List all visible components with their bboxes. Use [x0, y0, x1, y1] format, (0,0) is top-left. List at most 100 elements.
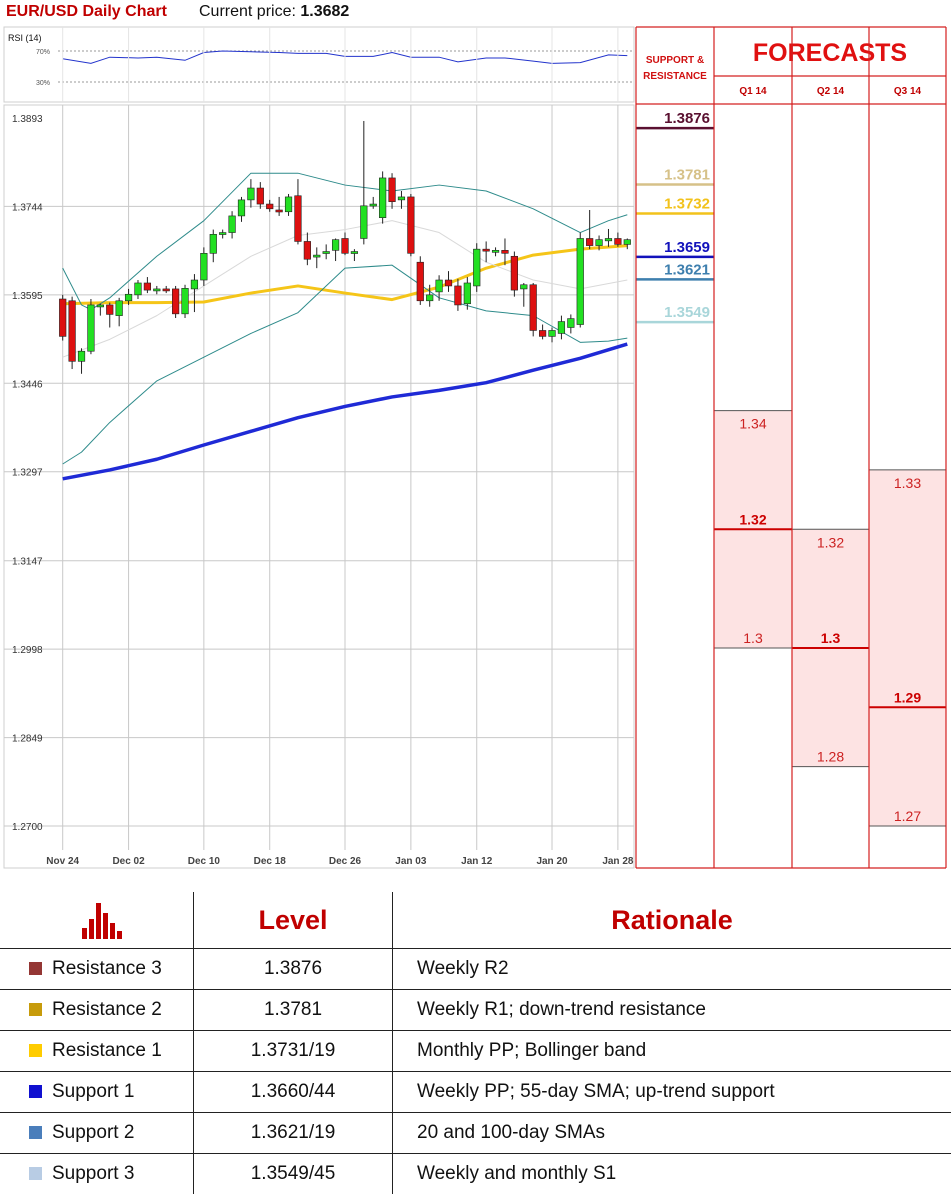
candle-body — [257, 188, 264, 204]
sr-level-label: 1.3781 — [664, 166, 710, 183]
candle-body — [182, 288, 189, 314]
level-color-swatch — [29, 962, 42, 975]
candle-body — [229, 216, 236, 233]
x-tick-label: Jan 12 — [461, 856, 493, 867]
level-color-swatch — [29, 1126, 42, 1139]
candle-body — [332, 240, 339, 251]
candle-body — [549, 330, 556, 336]
candle-body — [106, 305, 113, 314]
forecast-mid-label: 1.29 — [894, 689, 921, 705]
candle — [379, 171, 386, 223]
levels-table: Level Rationale Resistance 3 1.3876 Weekly… — [0, 892, 951, 1194]
candle — [473, 243, 480, 292]
candle-body — [144, 283, 151, 290]
candle-body — [201, 253, 208, 280]
candle-body — [539, 330, 546, 336]
forecast-low-label: 1.3 — [743, 630, 763, 646]
candle — [172, 286, 179, 318]
y-tick-label: 1.2849 — [12, 734, 43, 745]
x-tick-label: Dec 02 — [112, 856, 145, 867]
forecast-low-label: 1.28 — [817, 749, 844, 765]
price-panel-frame — [4, 105, 634, 868]
x-tick-label: Jan 03 — [395, 856, 427, 867]
forecast-col-label: Q2 14 — [817, 86, 845, 97]
candle-body — [379, 178, 386, 218]
candle-body — [172, 289, 179, 314]
rsi-label: RSI (14) — [8, 33, 42, 43]
candle-body — [520, 285, 527, 289]
level-color-swatch — [29, 1167, 42, 1180]
level-rationale: 20 and 100-day SMAs — [393, 1113, 951, 1154]
candle — [577, 233, 584, 328]
level-value: 1.3876 — [194, 949, 393, 990]
candle-body — [408, 197, 415, 253]
candle — [69, 297, 76, 369]
level-name-cell: Support 3 — [0, 1154, 194, 1194]
level-name: Support 2 — [52, 1122, 134, 1143]
candle-body — [455, 286, 462, 305]
sr-level-label: 1.3659 — [664, 239, 710, 256]
candle-body — [304, 241, 311, 259]
level-value: 1.3621/19 — [194, 1113, 393, 1154]
levels-table-level-header: Level — [194, 892, 393, 949]
level-name-cell: Resistance 3 — [0, 949, 194, 990]
candle-body — [605, 238, 612, 240]
level-name: Resistance 1 — [52, 1040, 162, 1061]
candle-body — [436, 280, 443, 292]
candle-body — [97, 305, 104, 307]
sr-header-line2: RESISTANCE — [643, 71, 707, 82]
chart-area: RSI (14) 70% 30% 1.38931.37441.35951.344… — [0, 0, 951, 880]
candle-body — [483, 249, 490, 251]
x-tick-label: Jan 28 — [602, 856, 634, 867]
sr-header-line1: SUPPORT & — [646, 55, 704, 66]
candle-body — [116, 301, 123, 316]
candle-body — [154, 289, 161, 291]
candle — [408, 194, 415, 256]
candle-body — [558, 322, 565, 334]
rsi-panel-frame — [4, 27, 634, 102]
level-name: Support 3 — [52, 1163, 134, 1184]
candle-body — [313, 255, 320, 257]
candle-body — [163, 289, 170, 291]
candle-body — [464, 283, 471, 304]
level-name-cell: Resistance 1 — [0, 1031, 194, 1072]
y-tick-label: 1.3147 — [12, 557, 43, 568]
candle — [59, 295, 66, 341]
level-name: Resistance 3 — [52, 958, 162, 979]
candle-body — [248, 188, 255, 200]
x-tick-label: Dec 26 — [329, 856, 362, 867]
level-value: 1.3781 — [194, 990, 393, 1031]
candle-body — [219, 233, 226, 235]
candle-body — [238, 200, 245, 216]
level-name-cell: Support 2 — [0, 1113, 194, 1154]
sr-level-label: 1.3621 — [664, 261, 710, 278]
level-value: 1.3549/45 — [194, 1154, 393, 1194]
levels-table-header: Level Rationale — [0, 892, 951, 949]
level-rationale: Monthly PP; Bollinger band — [393, 1031, 951, 1072]
level-name-cell: Support 1 — [0, 1072, 194, 1113]
candle-body — [624, 240, 631, 245]
candle-body — [473, 249, 480, 286]
level-rationale: Weekly PP; 55-day SMA; up-trend support — [393, 1072, 951, 1113]
forecast-mid-label: 1.32 — [739, 511, 766, 527]
candle-body — [511, 256, 518, 290]
candle-body — [530, 285, 537, 331]
level-rationale: Weekly and monthly S1 — [393, 1154, 951, 1194]
y-tick-label: 1.3297 — [12, 468, 43, 479]
candle-body — [69, 301, 76, 362]
candle-body — [191, 280, 198, 289]
y-tick-label: 1.3744 — [12, 202, 43, 213]
forecast-high-label: 1.33 — [894, 475, 921, 491]
y-tick-label: 1.2998 — [12, 645, 43, 656]
y-tick-label: 1.3595 — [12, 291, 43, 302]
forecast-col-label: Q1 14 — [739, 86, 767, 97]
candle — [88, 299, 95, 354]
candle — [511, 252, 518, 297]
forecast-mid-label: 1.3 — [821, 630, 841, 646]
x-tick-label: Dec 18 — [254, 856, 287, 867]
sr-level-label: 1.3876 — [664, 110, 710, 127]
